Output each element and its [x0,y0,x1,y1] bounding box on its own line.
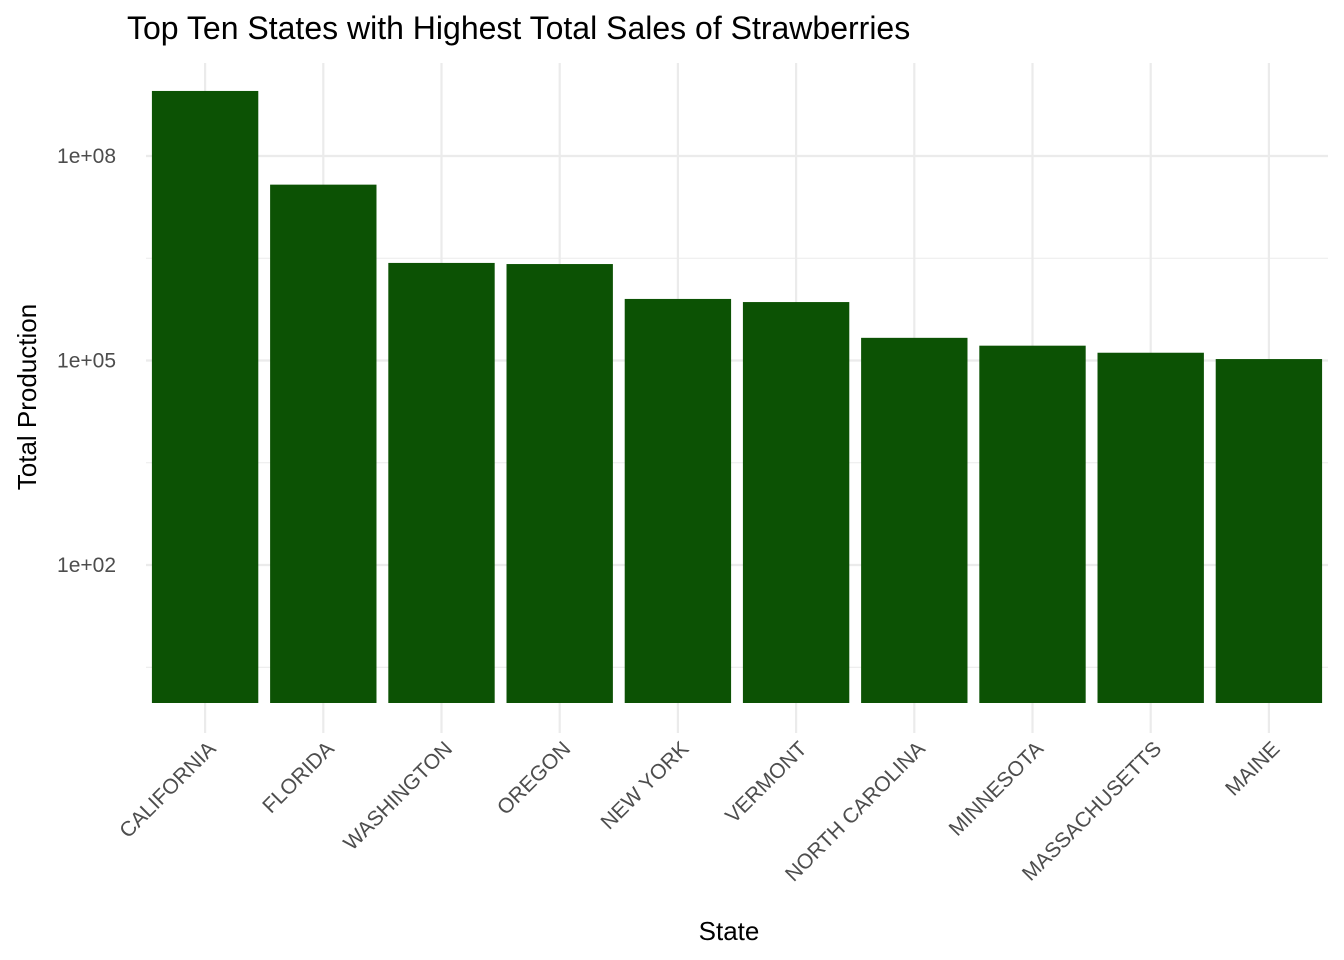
bar [861,337,968,703]
bar [151,90,259,704]
y-tick-label: 1e+08 [57,145,116,168]
y-tick-label: 1e+05 [57,350,116,373]
bar [1215,359,1323,703]
bar [979,345,1086,703]
bar [388,262,495,703]
x-axis-title: State [699,916,760,946]
bar [506,264,613,703]
bar [624,298,732,703]
bars [151,90,1323,704]
y-tick-label: 1e+02 [57,554,116,577]
bar [1097,352,1204,703]
chart-title: Top Ten States with Highest Total Sales … [127,10,910,46]
y-axis-tick-labels: 1e+02 1e+05 1e+08 [57,145,116,577]
y-axis-title: Total Production [12,304,42,490]
bar [742,302,850,703]
bar [270,184,377,703]
